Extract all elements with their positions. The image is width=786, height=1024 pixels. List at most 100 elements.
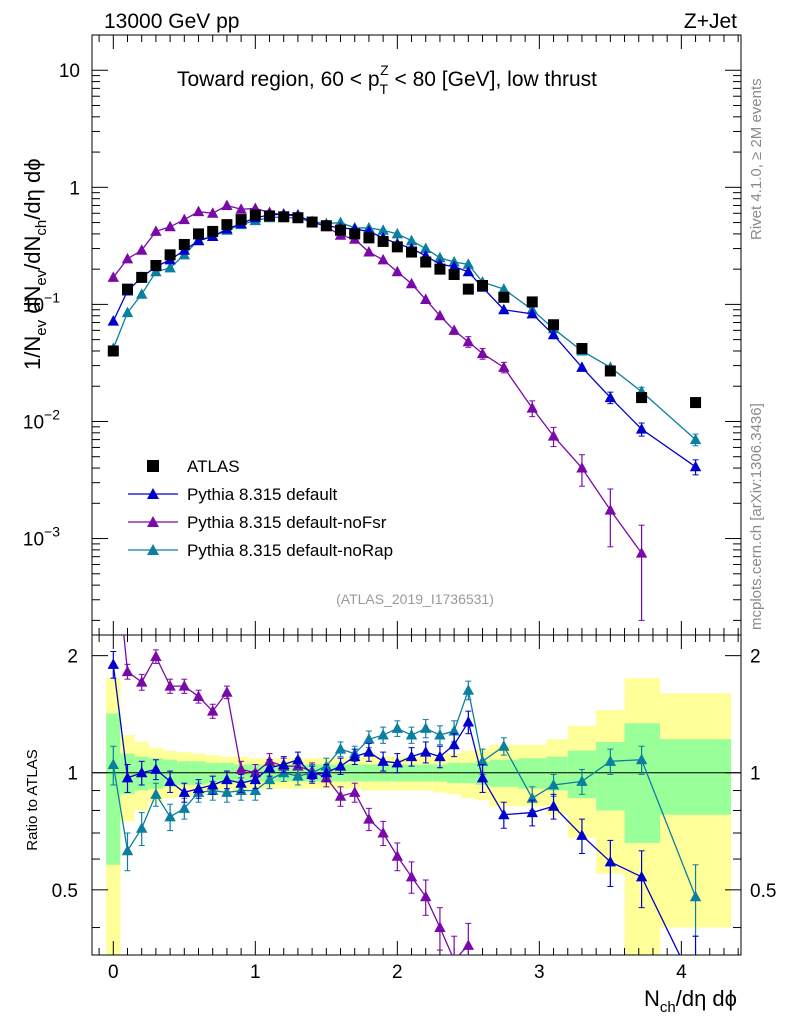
data-point	[121, 306, 134, 318]
ratio-point	[476, 755, 489, 766]
band-inner-bin	[546, 756, 568, 791]
main-series-layer	[107, 199, 702, 621]
ylabel-sub: ch	[33, 220, 50, 236]
ratio-point	[249, 773, 262, 785]
data-point	[462, 258, 475, 269]
data-point	[690, 397, 702, 409]
data-point	[462, 335, 475, 347]
data-point	[406, 246, 418, 258]
ratio-point	[136, 766, 148, 778]
data-point	[363, 246, 375, 257]
ratio-point	[635, 870, 648, 882]
ratio-point	[377, 755, 389, 766]
x-tick-label: 1	[250, 962, 261, 983]
data-point	[363, 232, 375, 244]
ratio-point	[320, 766, 333, 778]
data-point	[107, 345, 119, 357]
data-point	[178, 213, 191, 225]
band-inner-bin	[518, 758, 547, 789]
ratio-line	[112, 687, 697, 897]
data-point	[207, 207, 219, 218]
data-point	[193, 228, 205, 240]
ratio-point	[278, 758, 290, 770]
data-point	[107, 271, 120, 282]
data-point	[405, 234, 418, 246]
ratio-point	[306, 768, 318, 779]
ratio-point	[107, 658, 120, 669]
data-point	[235, 214, 247, 226]
legend-marker-nofsr	[147, 516, 159, 527]
ratio-point	[121, 771, 134, 783]
data-point	[278, 211, 290, 223]
ratio-point	[221, 773, 233, 785]
data-point	[434, 309, 446, 321]
title-sup: Z	[380, 62, 389, 78]
ratio-point	[434, 729, 446, 740]
y-tick-base: 10	[23, 295, 44, 316]
ratio-point	[377, 729, 389, 740]
data-point	[107, 315, 120, 326]
ratio-point	[363, 733, 375, 744]
ratio-point	[164, 810, 176, 822]
x-tick-label: 4	[676, 962, 687, 983]
y-tick-label: 10−2	[23, 406, 60, 433]
data-point	[448, 324, 460, 335]
ratio-point	[107, 758, 120, 770]
ratio-y-tick-label-left: 2	[67, 647, 78, 668]
ratio-point	[178, 802, 191, 813]
x-tick-label: 3	[534, 962, 545, 983]
data-point	[192, 205, 205, 217]
ratio-point	[121, 665, 134, 677]
legend-label-norap: Pythia 8.315 default-noRap	[187, 541, 393, 560]
ratio-point	[150, 788, 162, 799]
x-tick-label: 0	[108, 962, 119, 983]
data-point	[476, 347, 489, 359]
title-sub: T	[380, 81, 389, 97]
ratio-point	[476, 771, 489, 783]
header-left: 13000 GeV pp	[104, 10, 239, 33]
ratio-point	[434, 750, 446, 762]
y-tick-label: 10	[59, 61, 80, 82]
ratio-point	[391, 850, 404, 861]
data-point	[391, 241, 403, 253]
ratio-point	[334, 743, 347, 754]
legend-label-nofsr: Pythia 8.315 default-noFsr	[187, 513, 387, 532]
ratio-point	[498, 808, 510, 820]
data-point	[604, 365, 616, 377]
data-point	[420, 256, 432, 268]
data-point	[349, 228, 361, 240]
data-point	[526, 307, 538, 319]
data-point	[689, 433, 702, 445]
y-tick-exponent: −3	[44, 524, 60, 540]
data-point	[221, 219, 233, 231]
ratio-point	[178, 680, 191, 691]
ratio-point	[108, 524, 119, 535]
ratio-point	[391, 722, 404, 733]
legend-label-default: Pythia 8.315 default	[187, 485, 338, 504]
data-point	[150, 259, 162, 271]
y-axis-label-text: 1/Nev dNev/dNch/dη dϕ	[20, 158, 50, 370]
data-point	[547, 328, 560, 340]
title-pre: Toward region, 60 < p	[177, 68, 380, 91]
data-point	[636, 392, 648, 404]
data-point	[526, 402, 538, 413]
ratio-point	[263, 773, 276, 785]
ratio-point	[547, 779, 560, 790]
ratio-point	[334, 760, 347, 771]
data-point	[576, 462, 588, 473]
ratio-point	[635, 753, 648, 765]
y-tick-label: 1	[69, 178, 80, 199]
data-point	[405, 277, 418, 289]
data-point	[122, 283, 134, 295]
data-point	[448, 269, 460, 281]
ratio-y-tick-label-right: 2	[750, 647, 761, 668]
ylabel-part: /dη dϕ	[20, 158, 45, 219]
axis-ticks	[92, 34, 741, 955]
data-point	[192, 234, 205, 246]
xlabel-part: N	[644, 986, 660, 1011]
y-tick-label: 10−3	[23, 524, 60, 551]
data-point	[335, 224, 347, 236]
ratio-y-tick-label-right: 1	[750, 764, 761, 785]
data-point	[121, 252, 134, 264]
